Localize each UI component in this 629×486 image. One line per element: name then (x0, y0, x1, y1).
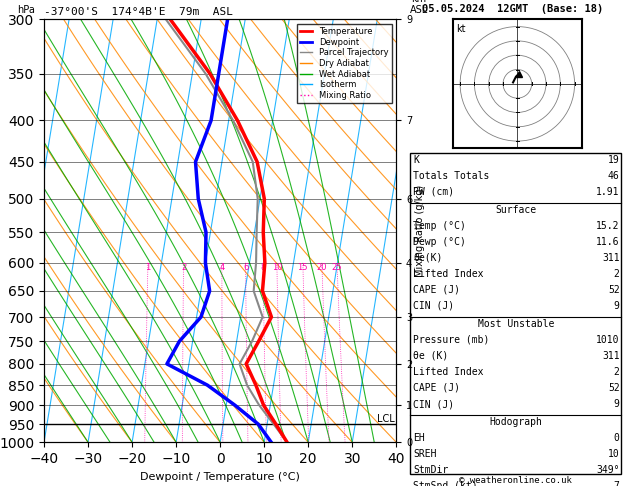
Text: StmSpd (kt): StmSpd (kt) (413, 481, 478, 486)
Text: 1.91: 1.91 (596, 187, 620, 197)
Text: 9: 9 (614, 399, 620, 409)
Text: kt: kt (456, 24, 465, 34)
Text: 311: 311 (602, 351, 620, 361)
Text: PW (cm): PW (cm) (413, 187, 454, 197)
Text: 11.6: 11.6 (596, 237, 620, 247)
Text: 19: 19 (608, 155, 620, 165)
Text: 4: 4 (220, 263, 225, 272)
Text: CAPE (J): CAPE (J) (413, 285, 460, 295)
Text: 20: 20 (316, 263, 327, 272)
Text: 2: 2 (614, 367, 620, 377)
Text: 05.05.2024  12GMT  (Base: 18): 05.05.2024 12GMT (Base: 18) (422, 4, 603, 14)
Text: CIN (J): CIN (J) (413, 399, 454, 409)
Text: hPa: hPa (18, 5, 35, 15)
Text: CAPE (J): CAPE (J) (413, 383, 460, 393)
Text: km
ASL: km ASL (410, 0, 428, 15)
Text: 10: 10 (608, 449, 620, 459)
Text: Pressure (mb): Pressure (mb) (413, 335, 489, 345)
Text: 6: 6 (243, 263, 248, 272)
Text: 349°: 349° (596, 465, 620, 475)
Text: Lifted Index: Lifted Index (413, 367, 484, 377)
Text: 52: 52 (608, 285, 620, 295)
Text: 311: 311 (602, 253, 620, 263)
Text: Surface: Surface (495, 205, 537, 215)
Text: -37°00'S  174°4B'E  79m  ASL: -37°00'S 174°4B'E 79m ASL (44, 7, 233, 17)
Legend: Temperature, Dewpoint, Parcel Trajectory, Dry Adiabat, Wet Adiabat, Isotherm, Mi: Temperature, Dewpoint, Parcel Trajectory… (297, 24, 392, 103)
Text: Dewp (°C): Dewp (°C) (413, 237, 466, 247)
Text: 25: 25 (331, 263, 342, 272)
Text: Hodograph: Hodograph (489, 417, 542, 427)
Text: StmDir: StmDir (413, 465, 448, 475)
Text: © weatheronline.co.uk: © weatheronline.co.uk (459, 476, 572, 486)
Text: 15.2: 15.2 (596, 221, 620, 231)
Y-axis label: Mixing Ratio (g/kg): Mixing Ratio (g/kg) (415, 185, 425, 277)
Text: θe(K): θe(K) (413, 253, 443, 263)
Text: Most Unstable: Most Unstable (477, 319, 554, 329)
Text: Totals Totals: Totals Totals (413, 171, 489, 181)
Text: 8: 8 (260, 263, 265, 272)
Text: 10: 10 (272, 263, 282, 272)
Text: 7: 7 (614, 481, 620, 486)
Text: 1: 1 (145, 263, 150, 272)
Text: LCL: LCL (377, 414, 395, 424)
Text: CIN (J): CIN (J) (413, 301, 454, 311)
Text: 52: 52 (608, 383, 620, 393)
Text: SREH: SREH (413, 449, 437, 459)
Text: Temp (°C): Temp (°C) (413, 221, 466, 231)
X-axis label: Dewpoint / Temperature (°C): Dewpoint / Temperature (°C) (140, 471, 300, 482)
Text: 0: 0 (614, 433, 620, 443)
Text: Lifted Index: Lifted Index (413, 269, 484, 279)
Text: 1010: 1010 (596, 335, 620, 345)
Text: 2: 2 (614, 269, 620, 279)
Text: 46: 46 (608, 171, 620, 181)
Text: 9: 9 (614, 301, 620, 311)
Text: 15: 15 (298, 263, 308, 272)
Text: 2: 2 (181, 263, 186, 272)
Text: K: K (413, 155, 419, 165)
Text: EH: EH (413, 433, 425, 443)
Text: θe (K): θe (K) (413, 351, 448, 361)
